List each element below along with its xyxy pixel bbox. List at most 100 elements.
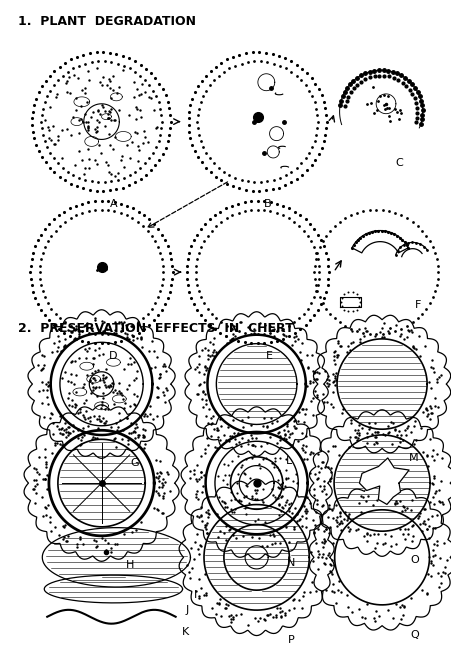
Point (291, 332, 298, 343)
Point (425, 533, 433, 543)
Point (264, 610, 271, 621)
Point (437, 476, 444, 486)
Point (144, 309, 151, 319)
Point (300, 226, 307, 236)
Point (118, 319, 126, 330)
Point (394, 430, 401, 440)
Point (42, 379, 49, 389)
Point (110, 434, 117, 444)
Point (115, 408, 123, 418)
Point (217, 317, 225, 328)
Point (103, 545, 110, 555)
Point (217, 206, 224, 216)
Point (299, 64, 306, 74)
Point (44, 385, 51, 395)
Point (275, 427, 282, 437)
Point (141, 126, 148, 136)
Point (229, 181, 237, 192)
Point (253, 484, 261, 495)
Point (422, 518, 429, 528)
Point (409, 317, 416, 328)
Point (148, 68, 155, 79)
Point (431, 400, 439, 411)
Point (317, 480, 324, 491)
Point (202, 519, 210, 530)
Point (337, 525, 344, 535)
Point (117, 326, 124, 336)
Point (331, 359, 339, 369)
Point (80, 423, 87, 434)
Point (203, 363, 211, 373)
Point (264, 176, 271, 187)
Point (200, 369, 207, 379)
Point (380, 539, 387, 549)
Point (187, 133, 194, 144)
Point (286, 502, 293, 513)
Point (380, 318, 388, 328)
Point (184, 254, 191, 265)
Point (93, 115, 100, 125)
Point (301, 500, 308, 511)
Point (54, 342, 62, 352)
Point (194, 110, 202, 120)
Point (319, 456, 326, 467)
Point (259, 484, 266, 494)
Point (249, 439, 256, 450)
Point (245, 439, 252, 449)
Point (308, 577, 316, 588)
Point (75, 408, 82, 418)
Point (192, 261, 200, 271)
Point (67, 377, 74, 387)
Point (38, 116, 45, 127)
Point (334, 350, 341, 360)
Point (360, 328, 367, 338)
Point (78, 432, 85, 443)
Point (336, 577, 343, 587)
Point (424, 405, 431, 415)
Point (372, 606, 380, 617)
Point (282, 430, 289, 440)
Point (217, 421, 224, 432)
Point (288, 166, 295, 177)
Point (54, 421, 61, 432)
Point (245, 322, 252, 332)
Point (203, 528, 211, 538)
Point (238, 433, 246, 443)
Point (204, 350, 212, 360)
Point (321, 558, 329, 569)
Point (338, 517, 345, 528)
Point (41, 444, 48, 454)
Point (403, 423, 410, 434)
Point (320, 558, 327, 568)
Point (144, 226, 151, 236)
Point (416, 510, 423, 521)
Point (336, 508, 344, 519)
Point (197, 379, 204, 389)
Point (195, 129, 202, 140)
Point (35, 469, 42, 479)
Point (370, 529, 377, 539)
Point (435, 582, 443, 592)
Point (281, 608, 289, 618)
Point (438, 370, 445, 381)
Point (324, 378, 331, 389)
Point (197, 467, 204, 478)
Point (313, 390, 321, 400)
Point (41, 310, 49, 320)
Point (299, 521, 306, 531)
Point (281, 180, 289, 190)
Point (134, 156, 142, 166)
Point (236, 437, 243, 447)
Point (237, 317, 244, 328)
Point (408, 495, 415, 505)
Point (188, 241, 195, 252)
Point (235, 450, 242, 461)
Point (311, 367, 318, 377)
Point (347, 337, 355, 348)
Point (67, 179, 74, 189)
Point (54, 331, 61, 341)
Point (148, 93, 155, 103)
Point (132, 432, 139, 443)
Point (30, 474, 38, 485)
Point (87, 387, 94, 398)
